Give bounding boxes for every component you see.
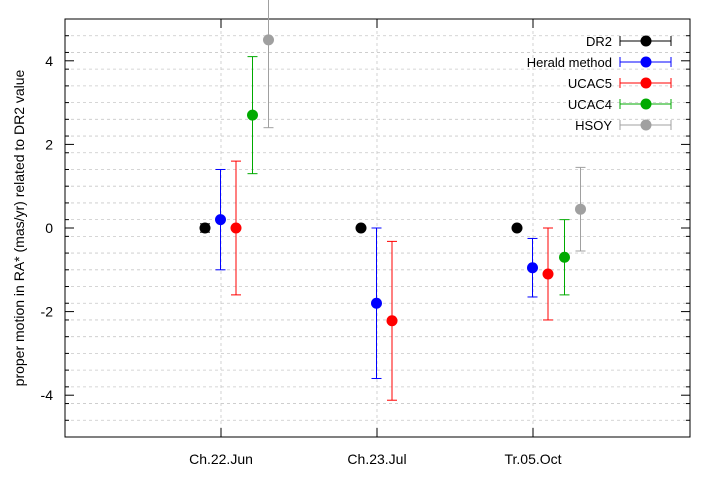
y-tick-label: 4 [45, 53, 53, 69]
axis-ticks: -4 -2 0 2 4 Ch.22.Jun Ch.23.Jul Tr.05.Oct [41, 19, 690, 467]
data-point [527, 262, 538, 274]
legend-entry: HSOY [575, 118, 672, 133]
legend-label: Herald method [527, 55, 612, 70]
legend-label: DR2 [586, 34, 612, 49]
legend-label: HSOY [575, 118, 612, 133]
legend-entry: UCAC5 [568, 76, 672, 91]
data-point [355, 222, 367, 234]
legend-marker [640, 98, 652, 110]
data-point [215, 214, 226, 226]
data-point [263, 34, 274, 46]
legend-marker [640, 56, 652, 68]
legend: DR2 Herald method UCAC5 UCAC4 HSOY [527, 34, 672, 133]
series-herald-method [215, 168, 538, 379]
data-point [247, 109, 258, 121]
x-tick-label: Ch.22.Jun [189, 451, 253, 467]
legend-label: UCAC4 [568, 97, 612, 112]
series-hsoy [263, 0, 586, 252]
legend-entry: DR2 [586, 34, 672, 49]
y-tick-label: -4 [41, 387, 54, 403]
series-ucac4 [247, 56, 570, 296]
data-point [371, 297, 382, 309]
legend-entry: UCAC4 [568, 97, 672, 112]
x-tick-label: Ch.23.Jul [347, 451, 406, 467]
legend-label: UCAC5 [568, 76, 612, 91]
series-dr2 [199, 222, 523, 234]
x-tick-label: Tr.05.Oct [504, 451, 561, 467]
legend-marker [640, 119, 652, 131]
data-point [230, 222, 242, 234]
y-tick-label: 0 [45, 220, 53, 236]
data-point [386, 315, 398, 327]
legend-entry: Herald method [527, 55, 672, 70]
data-series [199, 0, 586, 401]
data-point [575, 203, 586, 215]
data-point [559, 251, 570, 263]
y-tick-label: -2 [41, 304, 54, 320]
data-point [511, 222, 523, 234]
data-point [199, 222, 211, 234]
series-ucac5 [230, 160, 554, 401]
y-axis-title: proper motion in RA* (mas/yr) related to… [11, 69, 27, 386]
legend-marker [640, 77, 652, 89]
y-tick-label: 2 [45, 136, 53, 152]
data-point [542, 268, 554, 280]
legend-marker [640, 35, 652, 47]
